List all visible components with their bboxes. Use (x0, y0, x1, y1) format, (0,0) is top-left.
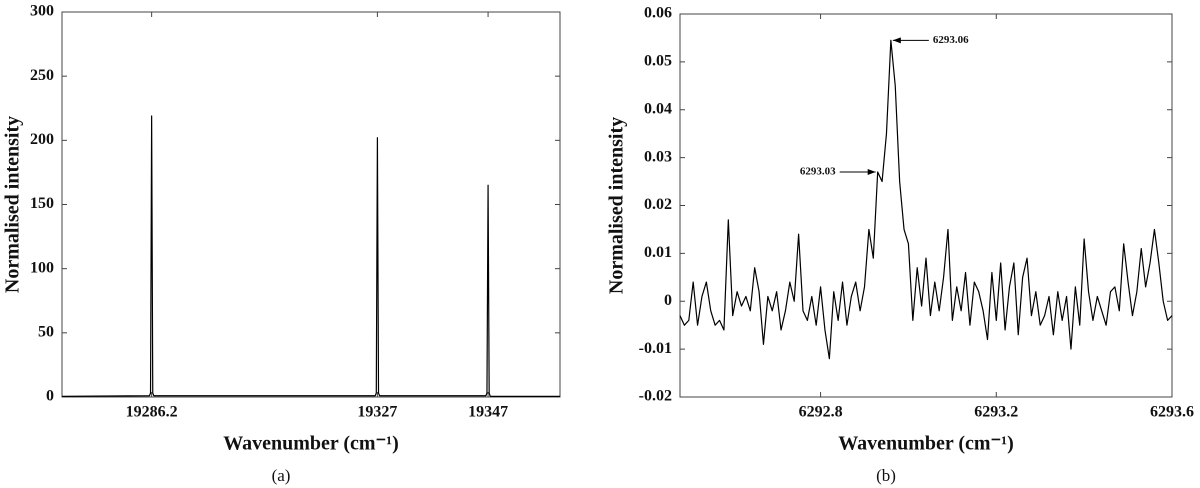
y-tick-label: 0.02 (644, 196, 672, 213)
y-tick-label: 0.01 (644, 244, 672, 261)
y-tick-label: 0.05 (644, 53, 672, 70)
annotation: 6293.06 (933, 34, 969, 46)
x-tick-label: 6293.2 (974, 404, 1018, 421)
y-tick-label: 0 (46, 388, 54, 405)
x-tick-label: 6292.8 (799, 404, 843, 421)
y-tick-label: 0.06 (644, 5, 672, 22)
caption: (b) (876, 466, 896, 485)
y-tick-label: 0 (664, 292, 672, 309)
y-tick-label: -0.02 (639, 388, 672, 405)
x-tick-label: 19286.2 (126, 404, 178, 421)
y-tick-label: 250 (30, 67, 54, 84)
y-tick-label: -0.01 (639, 340, 672, 357)
x-tick-label: 19347 (468, 404, 508, 421)
y-tick-label: 100 (30, 259, 54, 276)
annotation: 6293.03 (800, 166, 836, 178)
plot-frame (61, 11, 561, 398)
y-tick-label: 300 (30, 3, 54, 20)
x-axis-label: Wavenumber (cm⁻¹) (838, 433, 1014, 455)
data-line (679, 39, 1173, 360)
y-axis-label: Normalised intensity (606, 117, 628, 294)
x-axis-label: Wavenumber (cm⁻¹) (223, 433, 399, 455)
y-tick-label: 0.04 (644, 100, 672, 117)
y-tick-label: 0.03 (644, 148, 672, 165)
y-tick-label: 150 (30, 195, 54, 212)
x-tick-label: 19327 (357, 404, 397, 421)
y-axis-label: Normalised intensity (2, 116, 24, 293)
plot-frame (679, 13, 1173, 398)
caption: (a) (272, 466, 291, 485)
data-line (61, 115, 560, 397)
x-tick-label: 6293.6 (1150, 404, 1194, 421)
y-tick-label: 50 (38, 324, 54, 341)
y-tick-label: 200 (30, 131, 54, 148)
